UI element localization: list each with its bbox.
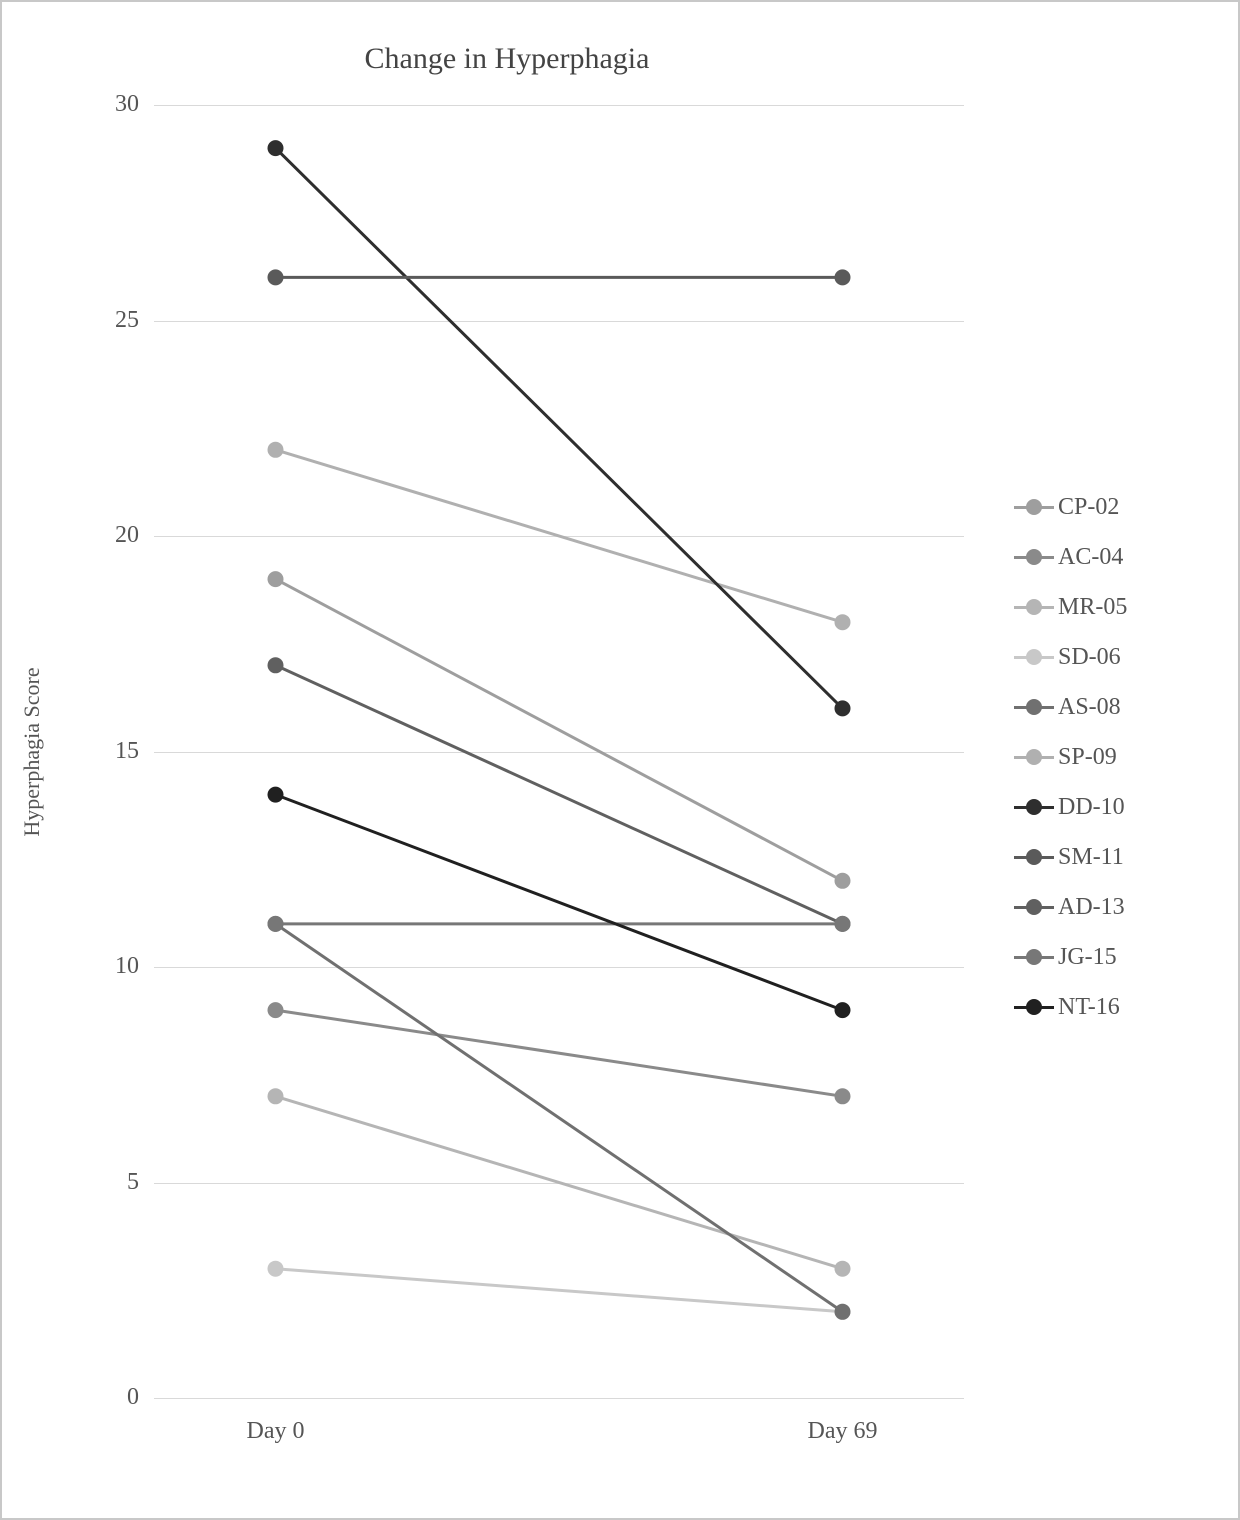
series-line-AC-04: [276, 1010, 843, 1096]
legend-marker-icon: [1014, 906, 1054, 909]
legend-label: DD-10: [1058, 794, 1125, 821]
legend-item-DD-10: DD-10: [1014, 782, 1127, 832]
series-layer: [154, 105, 964, 1398]
legend-label: JG-15: [1058, 944, 1117, 971]
legend-label: SD-06: [1058, 644, 1121, 671]
series-marker-MR-05: [268, 1088, 284, 1104]
legend-label: AS-08: [1058, 694, 1121, 721]
y-tick-label: 0: [69, 1384, 139, 1411]
series-marker-DD-10: [835, 700, 851, 716]
legend-item-SD-06: SD-06: [1014, 632, 1127, 682]
series-marker-SM-11: [268, 269, 284, 285]
series-marker-SD-06: [268, 1261, 284, 1277]
x-tick-label: Day 69: [763, 1418, 923, 1445]
legend-item-SP-09: SP-09: [1014, 732, 1127, 782]
series-marker-SP-09: [835, 614, 851, 630]
legend-marker-icon: [1014, 1006, 1054, 1009]
series-line-NT-16: [276, 795, 843, 1011]
series-marker-AS-08: [835, 1304, 851, 1320]
legend-item-AS-08: AS-08: [1014, 682, 1127, 732]
y-tick-label: 5: [69, 1169, 139, 1196]
series-marker-SP-09: [268, 442, 284, 458]
legend-item-MR-05: MR-05: [1014, 582, 1127, 632]
legend-item-NT-16: NT-16: [1014, 982, 1127, 1032]
legend-label: SM-11: [1058, 844, 1124, 871]
series-marker-DD-10: [268, 140, 284, 156]
series-marker-AD-13: [268, 657, 284, 673]
series-line-SP-09: [276, 450, 843, 622]
series-marker-NT-16: [835, 1002, 851, 1018]
series-marker-JG-15: [835, 916, 851, 932]
legend-marker-icon: [1014, 556, 1054, 559]
y-tick-label: 25: [69, 307, 139, 334]
y-tick-label: 30: [69, 91, 139, 118]
y-tick-label: 10: [69, 953, 139, 980]
legend-marker-icon: [1014, 506, 1054, 509]
y-axis-label: Hyperphagia Score: [19, 667, 45, 836]
legend-label: AC-04: [1058, 544, 1123, 571]
legend-marker-icon: [1014, 806, 1054, 809]
legend-item-SM-11: SM-11: [1014, 832, 1127, 882]
plot-area: [154, 105, 964, 1398]
series-marker-CP-02: [835, 873, 851, 889]
series-marker-AC-04: [268, 1002, 284, 1018]
series-marker-SM-11: [835, 269, 851, 285]
legend-label: NT-16: [1058, 994, 1120, 1021]
series-line-SD-06: [276, 1269, 843, 1312]
chart-frame: Change in Hyperphagia Hyperphagia Score …: [0, 0, 1240, 1520]
series-line-MR-05: [276, 1096, 843, 1268]
series-marker-CP-02: [268, 571, 284, 587]
series-marker-AC-04: [835, 1088, 851, 1104]
legend-marker-icon: [1014, 756, 1054, 759]
series-marker-MR-05: [835, 1261, 851, 1277]
legend-item-CP-02: CP-02: [1014, 482, 1127, 532]
legend-item-AC-04: AC-04: [1014, 532, 1127, 582]
x-tick-label: Day 0: [196, 1418, 356, 1445]
legend-label: SP-09: [1058, 744, 1117, 771]
series-marker-NT-16: [268, 787, 284, 803]
legend-label: CP-02: [1058, 494, 1119, 521]
series-line-AS-08: [276, 924, 843, 1312]
grid-line: [154, 1398, 964, 1399]
y-tick-label: 20: [69, 522, 139, 549]
legend-marker-icon: [1014, 606, 1054, 609]
series-line-AD-13: [276, 665, 843, 924]
legend-item-JG-15: JG-15: [1014, 932, 1127, 982]
series-marker-JG-15: [268, 916, 284, 932]
legend-marker-icon: [1014, 656, 1054, 659]
y-tick-label: 15: [69, 738, 139, 765]
legend-marker-icon: [1014, 856, 1054, 859]
legend-label: AD-13: [1058, 894, 1125, 921]
legend-label: MR-05: [1058, 594, 1127, 621]
legend-marker-icon: [1014, 956, 1054, 959]
legend: CP-02 AC-04 MR-05 SD-06 AS-08 SP-09 DD-10 SM-11…: [1014, 482, 1127, 1032]
chart-title: Change in Hyperphagia: [2, 42, 1012, 76]
legend-item-AD-13: AD-13: [1014, 882, 1127, 932]
legend-marker-icon: [1014, 706, 1054, 709]
